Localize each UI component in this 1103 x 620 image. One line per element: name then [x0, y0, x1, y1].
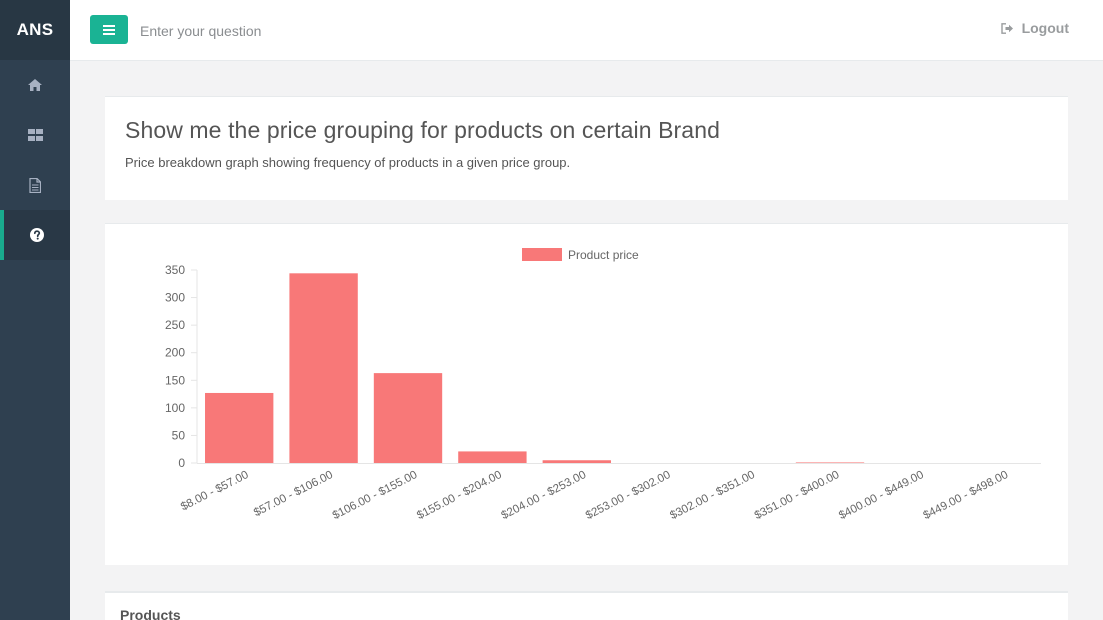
x-tick-label: $106.00 - $155.00 — [331, 469, 420, 522]
logout-link[interactable]: Logout — [1000, 20, 1069, 36]
x-tick-label: $302.00 - $351.00 — [668, 469, 757, 522]
y-tick-label: 50 — [172, 428, 186, 442]
question-header-panel: Show me the price grouping for products … — [105, 96, 1068, 200]
x-tick-label: $400.00 - $449.00 — [837, 469, 926, 522]
x-tick-label: $351.00 - $400.00 — [753, 469, 842, 522]
sidebar: ANS — [0, 0, 70, 620]
question-input[interactable] — [140, 18, 540, 44]
products-panel: Products — [105, 591, 1068, 620]
legend-label: Product price — [568, 248, 639, 262]
y-tick-label: 0 — [178, 456, 185, 470]
bar — [542, 460, 611, 463]
home-icon — [28, 79, 42, 91]
bar — [795, 462, 865, 463]
x-tick-label: $253.00 - $302.00 — [584, 469, 673, 522]
y-tick-label: 300 — [165, 291, 185, 305]
price-histogram-chart: Product price 0 50 100 150 200 250 300 350 $8.00 … — [165, 248, 1041, 522]
x-tick-label: $8.00 - $57.00 — [179, 469, 251, 513]
brand-logo[interactable]: ANS — [0, 0, 70, 60]
y-tick-label: 150 — [165, 373, 185, 387]
hamburger-icon — [103, 24, 115, 35]
y-tick-label: 350 — [165, 263, 185, 277]
page-subtitle: Price breakdown graph showing frequency … — [125, 155, 571, 170]
top-navbar: Logout — [70, 0, 1103, 61]
document-icon — [29, 177, 41, 193]
products-title: Products — [120, 607, 181, 620]
chart-panel: Product price 0 50 100 150 200 250 300 350 $8.00 … — [105, 223, 1068, 565]
bar — [458, 451, 527, 463]
question-icon — [30, 228, 44, 242]
bar — [205, 392, 274, 463]
legend-swatch — [522, 248, 562, 261]
x-tick-label: $155.00 - $204.00 — [415, 469, 504, 522]
sidebar-item-documents[interactable] — [0, 160, 70, 210]
sign-out-icon — [1000, 22, 1013, 34]
y-tick-label: 100 — [165, 401, 185, 415]
bar — [373, 373, 443, 463]
logout-label: Logout — [1021, 20, 1069, 36]
x-tick-label: $449.00 - $498.00 — [922, 469, 1011, 522]
sidebar-item-home[interactable] — [0, 60, 70, 110]
page-title: Show me the price grouping for products … — [125, 117, 720, 143]
menu-toggle-button[interactable] — [90, 15, 128, 44]
y-tick-label: 200 — [165, 346, 185, 360]
x-tick-label: $57.00 - $106.00 — [252, 469, 335, 519]
sidebar-item-question[interactable] — [0, 210, 70, 260]
sidebar-item-dashboard[interactable] — [0, 110, 70, 160]
bar — [289, 273, 358, 463]
y-tick-label: 250 — [165, 318, 185, 332]
x-tick-label: $204.00 - $253.00 — [500, 469, 589, 522]
dashboard-icon — [27, 129, 43, 141]
